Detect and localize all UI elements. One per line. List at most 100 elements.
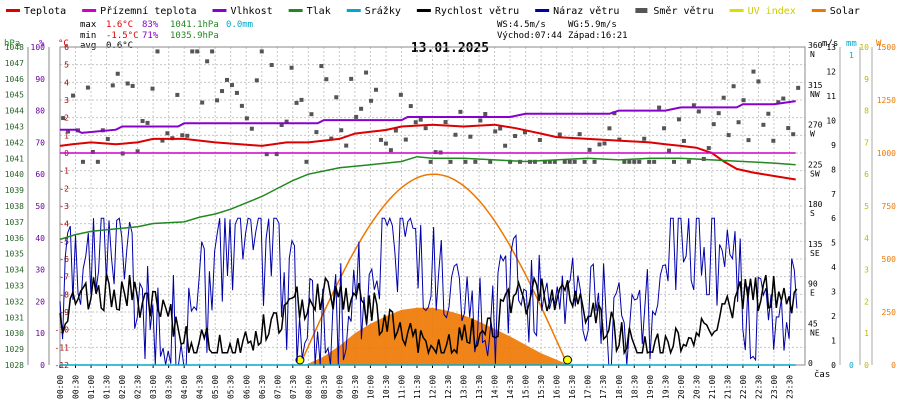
tick-watt: 1000 — [877, 149, 896, 158]
x-tick-label: 09:30 — [351, 375, 360, 399]
wind-direction-point — [239, 103, 244, 108]
wind-direction-point — [428, 159, 433, 164]
x-tick-label: 23:00 — [770, 375, 779, 399]
x-tick-label: 12:30 — [444, 375, 453, 399]
series-line-tlak — [59, 155, 796, 241]
tick-ms: 1 — [831, 337, 836, 346]
tick-percent: 60 — [35, 170, 45, 179]
wind-direction-point — [582, 159, 587, 164]
tick-hpa: 1033 — [5, 282, 24, 291]
x-tick-label: 06:30 — [258, 375, 267, 399]
wind-direction-point — [637, 159, 642, 164]
axis-label-mm: mm — [846, 39, 857, 49]
wind-direction-point — [488, 159, 493, 164]
wind-direction-point — [547, 159, 552, 164]
x-tick-label: 05:30 — [227, 375, 236, 399]
wind-direction-point — [349, 76, 354, 81]
tick-celsius: 3 — [64, 96, 69, 105]
x-tick-label: 02:00 — [118, 375, 127, 399]
solar-theoretical-curve — [299, 173, 568, 366]
wind-direction-point — [562, 159, 567, 164]
legend-label-6: Náraz větru — [553, 5, 619, 17]
tick-hpa: 1041 — [5, 154, 24, 163]
stat-avg-temp: 0.6°C — [106, 41, 133, 51]
tick-hpa: 1031 — [5, 313, 24, 322]
x-tick-label: 21:00 — [708, 375, 717, 399]
wind-direction-point — [319, 64, 324, 69]
wind-direction-point — [165, 131, 170, 136]
wind-direction-point — [691, 103, 696, 108]
tick-direction-name: W — [810, 130, 815, 139]
tick-hpa: 1034 — [5, 266, 24, 275]
wind-direction-point — [244, 116, 249, 121]
wind-direction-point — [185, 133, 190, 138]
wind-direction-point — [110, 83, 115, 88]
tick-percent: 10 — [35, 329, 45, 338]
tick-ms: 5 — [831, 239, 836, 248]
x-tick-label: 00:30 — [72, 375, 81, 399]
wind-direction-point — [731, 84, 736, 89]
tick-hpa: 1028 — [5, 361, 24, 370]
tick-mm: 1 — [849, 51, 854, 60]
wind-direction-point — [473, 159, 478, 164]
tick-direction-name: SW — [810, 169, 820, 178]
solar-area — [305, 307, 570, 365]
tick-percent: 30 — [35, 266, 45, 275]
x-tick-label: 13:30 — [475, 375, 484, 399]
wind-direction-point — [726, 133, 731, 138]
x-tick-label: 09:00 — [335, 375, 344, 399]
wind-direction-point — [478, 118, 483, 123]
wind-direction-point — [542, 159, 547, 164]
tick-direction-name: NE — [810, 328, 820, 337]
x-tick-label: 10:30 — [382, 375, 391, 399]
tick-ms: 11 — [826, 92, 836, 101]
tick-uv: 4 — [864, 234, 869, 243]
legend-label-2: Vlhkost — [230, 6, 272, 17]
x-tick-label: 18:30 — [630, 375, 639, 399]
wind-direction-point — [339, 128, 344, 133]
wind-direction-point — [676, 117, 681, 122]
wind-direction-point — [378, 137, 383, 142]
wind-direction-point — [617, 137, 622, 142]
wind-direction-point — [493, 129, 498, 134]
wind-direction-point — [205, 59, 210, 64]
tick-percent: 70 — [35, 138, 45, 147]
wind-direction-point — [771, 138, 776, 143]
x-tick-label: 20:30 — [692, 375, 701, 399]
tick-direction-name: NW — [810, 90, 820, 99]
x-tick-label: 04:30 — [196, 375, 205, 399]
wind-direction-point — [706, 146, 711, 151]
wind-direction-point — [791, 132, 796, 137]
wind-direction-point — [761, 122, 766, 127]
tick-direction-deg: 45 — [808, 319, 818, 328]
wind-direction-point — [374, 87, 379, 92]
x-tick-label: 03:00 — [149, 375, 158, 399]
wind-direction-point — [503, 143, 508, 148]
wind-direction-point — [776, 100, 781, 105]
wind-direction-point — [537, 137, 542, 142]
wind-direction-point — [508, 159, 513, 164]
wind-direction-point — [234, 90, 239, 95]
wind-direction-point — [458, 109, 463, 114]
wind-direction-point — [289, 65, 294, 70]
x-tick-label: 13:00 — [460, 375, 469, 399]
tick-ms: 8 — [831, 165, 836, 174]
x-tick-label: 10:00 — [366, 375, 375, 399]
tick-direction-name: S — [810, 209, 815, 218]
stat-min-temp: -1.5°C — [106, 31, 139, 41]
wind-direction-point — [632, 159, 637, 164]
wind-direction-point — [190, 49, 195, 54]
tick-uv: 5 — [864, 202, 869, 211]
axis-label-hpa: hPa — [4, 39, 20, 49]
wind-direction-point — [130, 83, 135, 88]
x-tick-label: 17:30 — [599, 375, 608, 399]
tick-watt: 750 — [882, 202, 897, 211]
x-tick-label: 23:30 — [785, 375, 794, 399]
tick-direction-deg: 270 — [808, 121, 823, 130]
tick-watt: 1500 — [877, 43, 896, 52]
wind-direction-point — [398, 92, 403, 97]
tick-uv: 9 — [864, 75, 869, 84]
tick-hpa: 1036 — [5, 234, 24, 243]
wind-direction-point — [80, 159, 85, 164]
